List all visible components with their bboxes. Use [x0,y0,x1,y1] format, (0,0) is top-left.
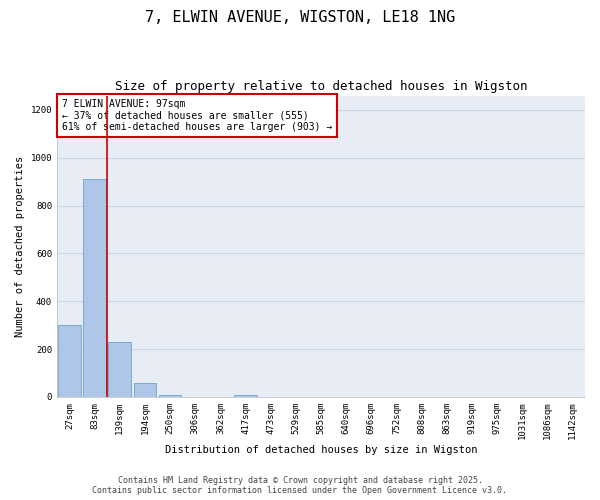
X-axis label: Distribution of detached houses by size in Wigston: Distribution of detached houses by size … [165,445,477,455]
Bar [109,342,131,397]
Text: 7 ELWIN AVENUE: 97sqm
← 37% of detached houses are smaller (555)
61% of semi-det: 7 ELWIN AVENUE: 97sqm ← 37% of detached … [62,98,332,132]
Bar [58,325,81,397]
Bar [159,394,181,397]
Bar [134,382,156,397]
Y-axis label: Number of detached properties: Number of detached properties [15,156,25,337]
Text: Contains HM Land Registry data © Crown copyright and database right 2025.
Contai: Contains HM Land Registry data © Crown c… [92,476,508,495]
Text: 7, ELWIN AVENUE, WIGSTON, LE18 1NG: 7, ELWIN AVENUE, WIGSTON, LE18 1NG [145,10,455,25]
Bar [234,394,257,397]
Title: Size of property relative to detached houses in Wigston: Size of property relative to detached ho… [115,80,527,93]
Bar [83,180,106,397]
